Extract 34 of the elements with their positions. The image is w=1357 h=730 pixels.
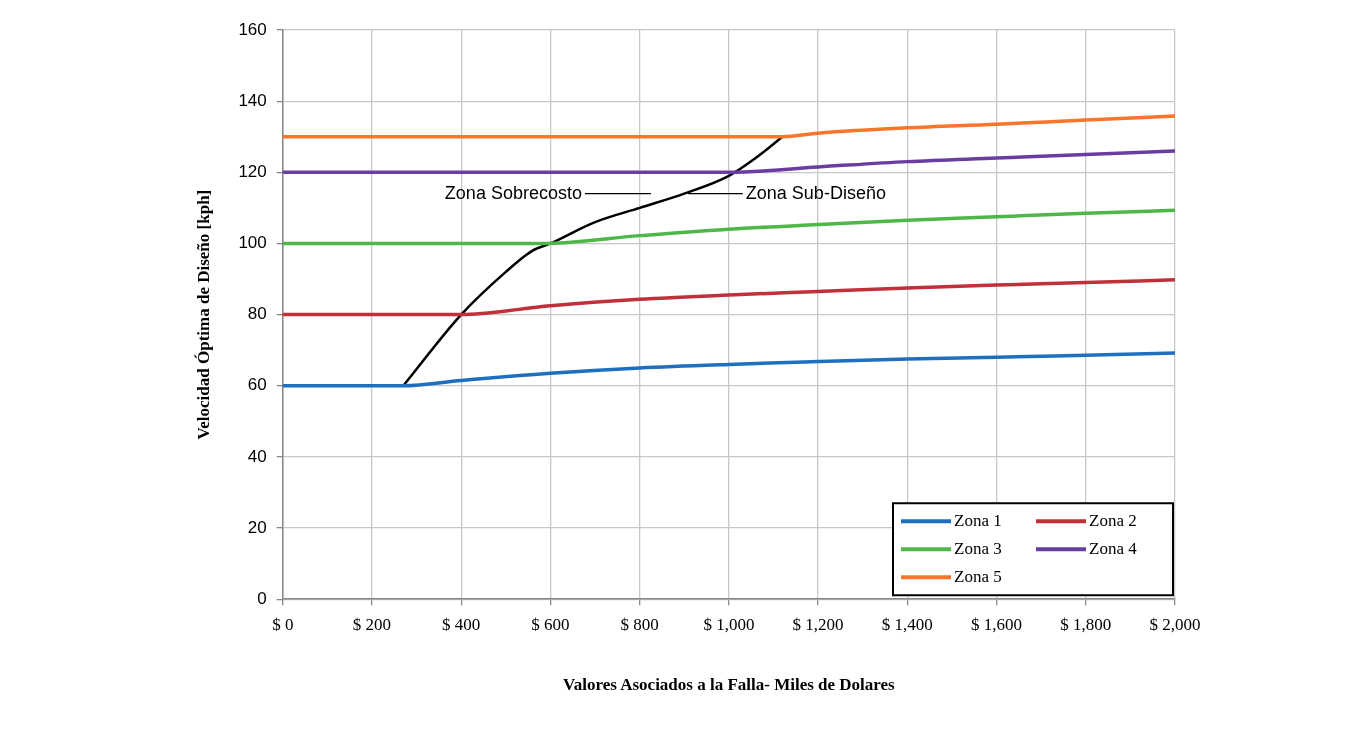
y-tick-label: 140 [238,90,267,110]
y-tick-label: 40 [247,446,267,466]
x-axis-title: Valores Asociados a la Falla- Miles de Dolares [563,675,896,695]
y-axis-title: Velocidad Óptima de Diseño [kph] [193,189,213,440]
y-tick-label: 120 [238,161,267,181]
annotation: Zona Sub-Diseño [745,182,886,203]
line-series [282,114,1175,139]
x-tick-label: $ 1,600 [971,614,1023,634]
y-tick-label: 160 [238,19,267,39]
x-tick-label: $ 0 [272,614,294,634]
line-series [282,277,1175,317]
x-tick-label: $ 400 [442,614,481,634]
line-series [282,149,1175,175]
y-tick-label: 0 [257,588,267,608]
x-tick-label: $ 600 [531,614,570,634]
line-series [282,208,1175,246]
x-tick-label: $ 1,400 [881,614,933,634]
legend-label: Zona 2 [1089,510,1137,530]
legend-label: Zona 3 [954,538,1002,558]
legend-label: Zona 5 [954,566,1002,586]
y-tick-label: 20 [247,517,267,537]
y-tick-label: 60 [247,375,267,395]
x-tick-label: $ 1,000 [703,614,755,634]
y-tick-label: 80 [247,304,267,324]
x-tick-label: $ 2,000 [1149,614,1201,634]
x-tick-label: $ 1,200 [792,614,844,634]
y-tick-label: 100 [238,233,267,253]
line-series [282,351,1175,388]
annotation: Zona Sobrecosto [444,182,582,203]
x-tick-label: $ 1,800 [1060,614,1112,634]
legend-label: Zona 1 [954,510,1002,530]
legend-label: Zona 4 [1089,538,1138,558]
x-tick-label: $ 800 [620,614,659,634]
x-tick-label: $ 200 [352,614,392,634]
